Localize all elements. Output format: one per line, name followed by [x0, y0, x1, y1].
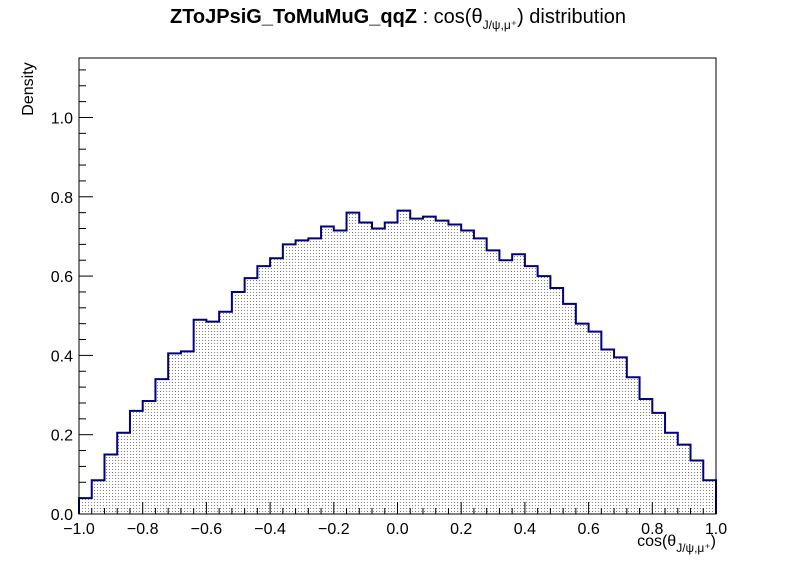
chart-title-subscript: J/ψ,μ⁺ [482, 18, 518, 32]
histogram-bar [486, 250, 500, 514]
x-tick-label: −0.6 [191, 521, 223, 538]
x-tick-label: 0.8 [641, 521, 663, 538]
chart-title-suffix: ) distribution [517, 6, 627, 28]
histogram-bar [79, 498, 92, 514]
histogram-bar [193, 319, 207, 514]
histogram-bar [104, 454, 118, 514]
y-tick-label: 0.8 [51, 190, 73, 207]
y-tick-label: 0.4 [51, 348, 73, 365]
histogram-bar [473, 238, 487, 514]
histogram-bar [117, 432, 130, 514]
x-axis-label-subscript: J/ψ,μ⁺ [676, 541, 711, 555]
histogram-bar [588, 331, 602, 514]
histogram-bar [690, 460, 704, 514]
histogram-bar [652, 412, 666, 514]
histogram-outline [78, 209, 717, 514]
histogram-bar [91, 480, 105, 514]
x-tick-label: 0.4 [514, 521, 536, 538]
histogram-bar [295, 240, 309, 514]
histogram-bar [524, 266, 538, 514]
x-tick-label: 0.6 [577, 521, 599, 538]
chart-title-bold: ZToJPsiG_ToMuMuG_qqZ [169, 6, 418, 28]
histogram-bar [397, 210, 411, 514]
histogram-bar [282, 244, 296, 514]
x-tick-label: −0.4 [254, 521, 286, 538]
histogram-bar [512, 254, 525, 514]
histogram-bar [346, 212, 360, 514]
histogram-bar [180, 351, 194, 514]
histogram-bar [639, 399, 653, 514]
x-tick-label: 1.0 [705, 521, 727, 538]
histogram-bar [206, 321, 220, 514]
y-tick-label: 0.0 [51, 507, 73, 524]
histogram-bar [626, 377, 640, 514]
histogram-bar [359, 222, 373, 514]
y-tick-label: 0.2 [51, 428, 73, 445]
histogram-bar [321, 226, 334, 515]
histogram-bar [537, 276, 551, 514]
histogram-bar [499, 260, 513, 514]
histogram-bar [550, 287, 564, 514]
histogram-bar [575, 323, 589, 514]
histogram-bar [410, 218, 423, 514]
x-axis-label: cos(θJ/ψ,μ⁺) [637, 533, 716, 555]
histogram-bar [231, 291, 245, 514]
histogram-bar [308, 238, 322, 514]
axis-layer: −1.0 −0.8 −0.6 −0.4 −0.2 0.0 0.2 0.4 0.6 0.8 1.0 0.… [51, 57, 727, 538]
x-tick-label: −0.8 [127, 521, 159, 538]
histogram-bar [333, 230, 347, 515]
histogram-bar [448, 224, 462, 514]
histogram-bar [563, 303, 576, 514]
histogram-bar [384, 222, 398, 514]
histogram-bar [601, 349, 615, 514]
histogram-bar [461, 230, 474, 515]
histogram-bar [155, 379, 169, 514]
x-tick-label: 0.2 [450, 521, 472, 538]
histogram-bar [129, 410, 143, 514]
histogram-bar [142, 400, 156, 514]
histogram-bar [270, 258, 283, 514]
x-tick-label: 0.0 [386, 521, 408, 538]
histogram-bar [372, 228, 385, 515]
histogram-bar [665, 432, 678, 514]
histogram-bar [677, 444, 691, 514]
chart-title: ZToJPsiG_ToMuMuG_qqZ : cos(θJ/ψ,μ⁺) dist… [0, 6, 796, 32]
histogram-bar [422, 216, 436, 514]
histogram-layer [78, 209, 717, 515]
chart-title-prefix: : cos(θ [417, 6, 483, 28]
x-tick-label: −1.0 [63, 521, 95, 538]
histogram-bar [614, 357, 627, 514]
histogram-bar [703, 480, 716, 514]
y-tick-label: 0.6 [51, 269, 73, 286]
histogram-bar [168, 353, 181, 514]
histogram-bar [435, 220, 449, 514]
histogram-bar [257, 266, 271, 514]
histogram-bar [244, 278, 258, 514]
y-tick-label: 1.0 [51, 110, 73, 127]
x-tick-label: −0.2 [318, 521, 350, 538]
x-axis-label-prefix: cos(θ [637, 533, 677, 550]
x-axis-label-suffix: ) [710, 533, 716, 550]
histogram-bar [219, 311, 232, 514]
